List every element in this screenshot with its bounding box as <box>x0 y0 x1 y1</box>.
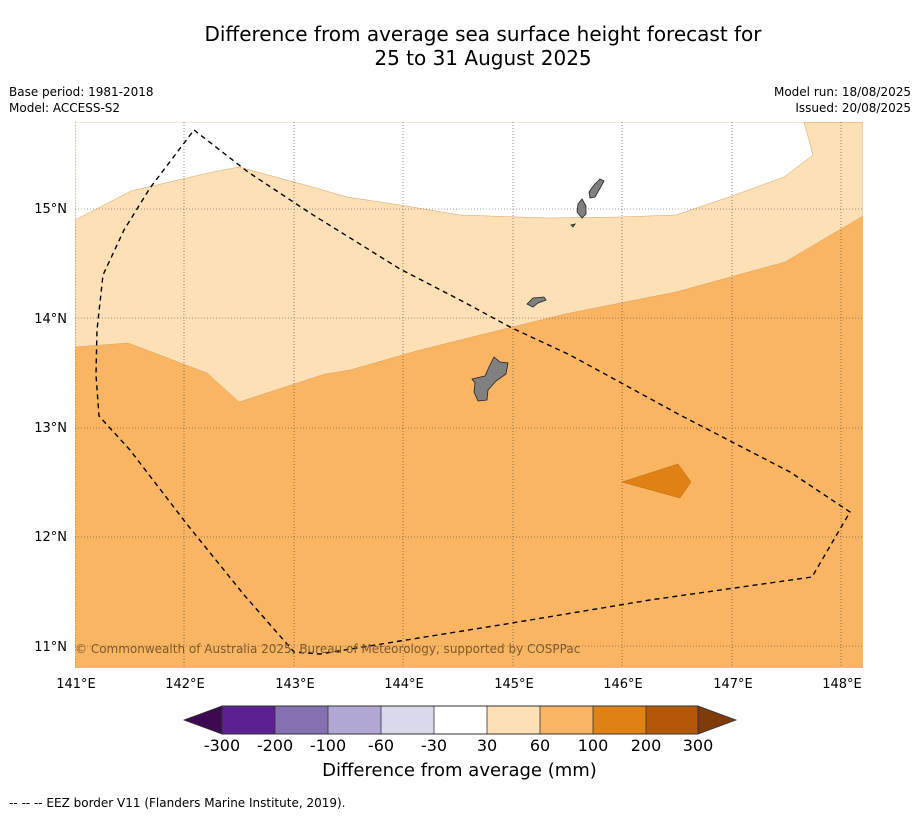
colorbar-segment <box>593 706 646 734</box>
meta-left: Base period: 1981-2018 Model: ACCESS-S2 <box>9 84 154 116</box>
colorbar-tick: -30 <box>421 736 447 755</box>
rota-island <box>526 296 547 308</box>
colorbar-tick-labels: -300 -200 -100 -60 -30 30 60 100 200 300 <box>204 736 713 755</box>
islands <box>471 178 605 402</box>
eez-legend-note: -- -- -- EEZ border V11 (Flanders Marine… <box>9 796 346 810</box>
colorbar-arrow-low <box>182 705 223 735</box>
colorbar-segment <box>434 706 487 734</box>
lon-tick: 144°E <box>384 677 424 692</box>
colorbar-tick: 100 <box>578 736 609 755</box>
colorbar-tick: -200 <box>257 736 293 755</box>
colorbar-outline <box>221 705 699 735</box>
lat-tick: 13°N <box>34 421 67 436</box>
colorbar-label: Difference from average (mm) <box>322 760 597 781</box>
lon-tick: 143°E <box>275 677 315 692</box>
colorbar-segment <box>328 706 381 734</box>
title-line-1: Difference from average sea surface heig… <box>204 22 762 46</box>
colorbar-segment <box>487 706 540 734</box>
lat-tick: 11°N <box>34 640 67 655</box>
saipan-island <box>588 178 605 199</box>
lon-tick: 141°E <box>56 677 96 692</box>
lon-tick: 142°E <box>165 677 205 692</box>
model-run: Model run: 18/08/2025 <box>773 85 911 99</box>
issued-date: Issued: 20/08/2025 <box>795 101 911 115</box>
colorbar-tick: 300 <box>683 736 714 755</box>
base-period: Base period: 1981-2018 <box>9 85 154 99</box>
colorbar-tick: 30 <box>477 736 497 755</box>
colorbar-tick: -300 <box>204 736 240 755</box>
lon-tick: 145°E <box>494 677 534 692</box>
lat-tick: 14°N <box>34 312 67 327</box>
gridlines <box>75 122 863 668</box>
colorbar-segment <box>646 706 698 734</box>
colorbar-dividers <box>274 706 647 734</box>
lon-tick: 148°E <box>822 677 862 692</box>
model-name: Model: ACCESS-S2 <box>9 101 121 115</box>
guam-island <box>471 356 509 402</box>
lat-tick: 15°N <box>34 202 67 217</box>
colorbar-tick: 200 <box>631 736 662 755</box>
colorbar-arrow-high <box>697 705 738 735</box>
lat-tick: 12°N <box>34 530 67 545</box>
eez-border <box>95 129 851 655</box>
colorbar-segment <box>381 706 434 734</box>
map-area <box>75 122 863 668</box>
colorbar-tick: 60 <box>530 736 550 755</box>
aguijan-islet <box>570 223 576 228</box>
anomaly-neutral-region <box>75 122 863 221</box>
colorbar: -300 -200 -100 -60 -30 30 60 100 200 300 <box>182 705 738 755</box>
anomaly-100-200-patch <box>621 463 692 499</box>
meta-right: Model run: 18/08/2025 Issued: 20/08/2025 <box>774 84 911 116</box>
tinian-island <box>576 198 587 219</box>
colorbar-tick: -60 <box>368 736 394 755</box>
copyright-text: © Commonwealth of Australia 2025, Bureau… <box>75 642 580 656</box>
lon-tick: 147°E <box>713 677 753 692</box>
map-title: Difference from average sea surface heig… <box>0 22 919 70</box>
title-line-2: 25 to 31 August 2025 <box>374 46 592 70</box>
lat-tick-labels: 15°N 14°N 13°N 12°N 11°N <box>34 202 67 655</box>
lon-tick: 146°E <box>603 677 643 692</box>
colorbar-segment <box>222 706 275 734</box>
lon-tick-labels: 141°E 142°E 143°E 144°E 145°E 146°E 147°… <box>56 677 862 692</box>
colorbar-tick: -100 <box>310 736 346 755</box>
colorbar-segment <box>275 706 328 734</box>
colorbar-segment <box>540 706 593 734</box>
